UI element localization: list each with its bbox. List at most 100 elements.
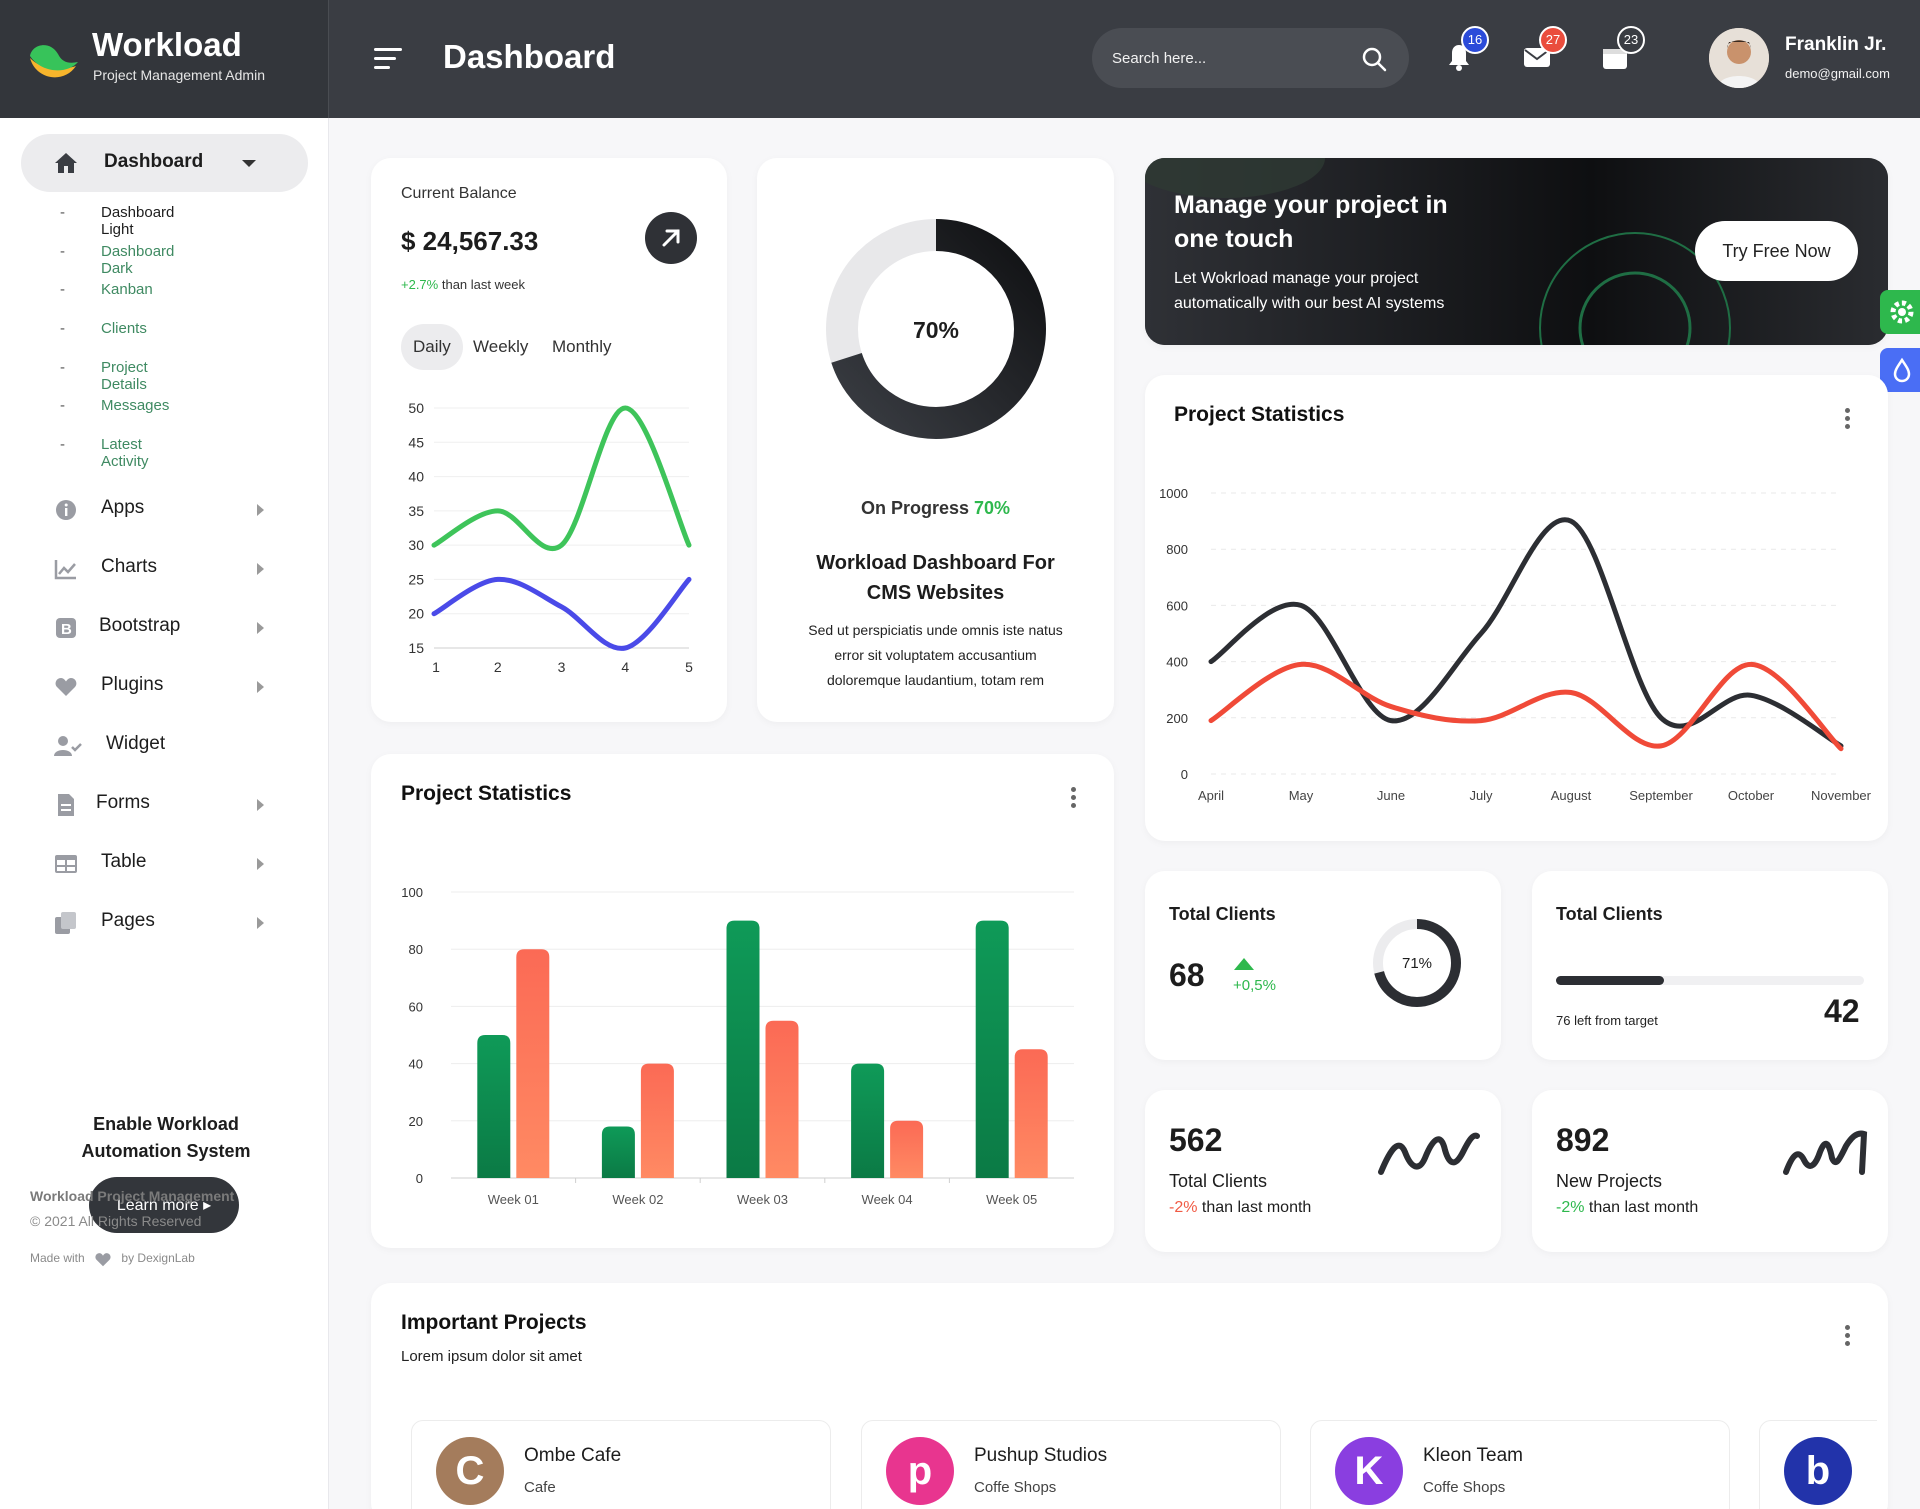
- x-tick-label: October: [1728, 788, 1775, 803]
- notification-button[interactable]: 16: [1441, 26, 1489, 74]
- tab-weekly[interactable]: Weekly: [473, 337, 529, 356]
- project-name: Ombe Cafe: [524, 1445, 622, 1466]
- stat-total-clients-card: 562 Total Clients -2% than last month: [1145, 1090, 1501, 1252]
- menu-toggle-icon[interactable]: [374, 48, 402, 70]
- copy-icon: [55, 912, 76, 934]
- droplet-icon: [1893, 357, 1911, 383]
- settings-button[interactable]: [1880, 290, 1920, 334]
- x-tick-label: 5: [685, 659, 693, 675]
- more-options-icon[interactable]: [1071, 787, 1077, 809]
- sidebar-item-forms[interactable]: Forms: [54, 790, 264, 820]
- y-tick-label: 80: [409, 942, 423, 957]
- bar: [516, 949, 550, 1178]
- sidebar-item-bootstrap[interactable]: B Bootstrap: [54, 613, 264, 643]
- bar: [851, 1063, 885, 1178]
- brand[interactable]: Workload Project Management Admin: [0, 0, 329, 118]
- tab-daily[interactable]: Daily: [401, 324, 463, 370]
- x-tick-label: Week 04: [862, 1192, 913, 1207]
- total-clients-card: Total Clients 68 +0,5% 71%: [1145, 871, 1501, 1060]
- target-value: 42: [1824, 993, 1860, 1029]
- clients-change: +0,5%: [1233, 977, 1276, 994]
- y-tick-label: 20: [408, 606, 424, 622]
- y-tick-label: 200: [1166, 711, 1188, 726]
- theme-button[interactable]: [1880, 348, 1920, 392]
- file-icon: [58, 794, 74, 816]
- project-card[interactable]: K Kleon Team Coffe Shops: [1310, 1420, 1730, 1509]
- sidebar-item-apps[interactable]: Apps: [54, 495, 264, 525]
- try-free-button[interactable]: Try Free Now: [1695, 221, 1858, 281]
- chevron-right-icon: [257, 622, 264, 634]
- user-name[interactable]: Franklin Jr.: [1785, 34, 1887, 55]
- progress-card: 70% On Progress 70% Workload Dashboard F…: [757, 158, 1114, 722]
- donut-percent: 70%: [913, 317, 959, 343]
- sidebar-item-widget[interactable]: Widget: [54, 731, 264, 761]
- y-tick-label: 60: [409, 999, 423, 1014]
- more-options-icon[interactable]: [1845, 408, 1851, 430]
- project-category: Coffe Shops: [1423, 1479, 1506, 1496]
- x-tick-label: Week 05: [986, 1192, 1037, 1207]
- project-category: Coffe Shops: [974, 1479, 1057, 1496]
- balance-tabs: Daily Weekly Monthly: [401, 324, 701, 370]
- info-icon: [56, 500, 76, 520]
- x-tick-label: 3: [558, 659, 566, 675]
- y-tick-label: 25: [408, 571, 424, 587]
- card-title: Total Clients: [1556, 904, 1663, 924]
- project-card[interactable]: b: [1759, 1420, 1877, 1509]
- project-name: Kleon Team: [1423, 1445, 1523, 1466]
- project-category: Cafe: [524, 1479, 556, 1496]
- project-card[interactable]: C Ombe Cafe Cafe: [411, 1420, 831, 1509]
- y-tick-label: 1000: [1159, 486, 1188, 501]
- more-options-icon[interactable]: [1845, 1325, 1851, 1347]
- brand-subtitle: Project Management Admin: [93, 67, 265, 83]
- balance-action-button[interactable]: [645, 212, 697, 264]
- search-icon[interactable]: [1361, 46, 1387, 72]
- series-line: [431, 405, 692, 551]
- stat-label: New Projects: [1556, 1171, 1663, 1191]
- tab-monthly[interactable]: Monthly: [552, 337, 612, 356]
- promo-banner: Manage your project in one touch Let Wokr…: [1145, 158, 1888, 345]
- avatar[interactable]: [1709, 28, 1769, 88]
- messages-button[interactable]: 27: [1519, 26, 1567, 74]
- progress-description: Sed ut perspiciatis unde omnis iste natu…: [808, 622, 1063, 688]
- decorative-rings: [1539, 232, 1731, 345]
- x-tick-label: 2: [494, 659, 502, 675]
- x-tick-label: April: [1198, 788, 1224, 803]
- stat-change: -2% than last month: [1556, 1199, 1699, 1216]
- footer-credit: Made with by DexignLab: [30, 1251, 195, 1267]
- promo-title: Enable Workload Automation System: [81, 1114, 251, 1161]
- projects-row: C Ombe Cafe Cafe p Pushup Studios Coffe …: [371, 1283, 1877, 1509]
- clients-value: 68: [1169, 957, 1205, 993]
- search-input[interactable]: [1112, 28, 1352, 88]
- x-tick-label: Week 02: [612, 1192, 663, 1207]
- project-statistics-bar-card: Project Statistics 0 20 40 60 80 100 Week 01 We…: [371, 754, 1114, 1248]
- stat-change: -2% than last month: [1169, 1199, 1312, 1216]
- learn-more-button[interactable]: Learn more ▸: [89, 1177, 239, 1233]
- x-tick-label: June: [1377, 788, 1405, 803]
- calendar-button[interactable]: 23: [1597, 26, 1645, 74]
- balance-change: +2.7% than last week: [401, 277, 525, 292]
- wave-icon: [1783, 1130, 1868, 1175]
- x-tick-label: November: [1811, 788, 1872, 803]
- project-card[interactable]: p Pushup Studios Coffe Shops: [861, 1420, 1281, 1509]
- x-tick-label: July: [1469, 788, 1493, 803]
- card-title: Total Clients: [1169, 904, 1276, 924]
- sidebar-item-charts[interactable]: Charts: [54, 554, 264, 584]
- sidebar-item-pages[interactable]: Pages: [54, 908, 264, 938]
- sidebar-item-label: Dashboard: [104, 151, 204, 172]
- sidebar-item-dashboard[interactable]: Dashboard: [21, 134, 308, 192]
- user-email: demo@gmail.com: [1785, 66, 1890, 81]
- footer-copyright: © 2021 All Rights Reserved: [30, 1213, 202, 1229]
- project-statistics-bar-chart: 0 20 40 60 80 100 Week 01 Week 02 Week 03 Week 04…: [401, 885, 1074, 1207]
- sidebar-item-plugins[interactable]: Plugins: [54, 672, 264, 702]
- y-tick-label: 40: [409, 1057, 423, 1072]
- triangle-up-icon: [1234, 958, 1254, 970]
- y-tick-label: 600: [1166, 598, 1188, 613]
- project-name: Pushup Studios: [974, 1445, 1108, 1466]
- sidebar-item-table[interactable]: Table: [54, 849, 264, 879]
- y-tick-label: 35: [408, 503, 424, 519]
- y-tick-label: 40: [408, 469, 424, 485]
- card-title: Project Statistics: [401, 782, 572, 805]
- gear-icon: [1890, 300, 1914, 324]
- y-tick-label: 20: [409, 1114, 423, 1129]
